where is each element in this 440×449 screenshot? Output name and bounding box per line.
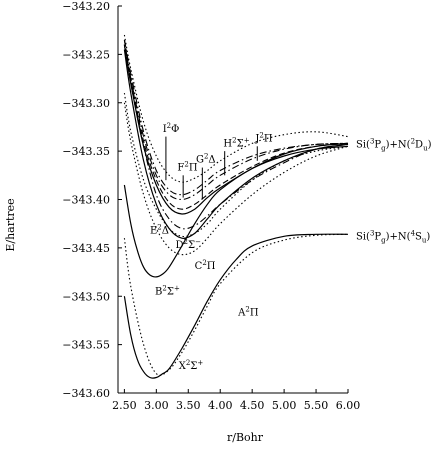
state-label-D2Sigma-: D2Σ− — [176, 238, 202, 251]
state-label-E2Delta: E2Δ — [150, 223, 169, 236]
curve-X2Sigma+ — [123, 233, 349, 379]
curves-group — [123, 34, 349, 379]
state-label-X2Sigma+: X2Σ+ — [179, 359, 204, 372]
curve-J2Pi — [123, 34, 349, 183]
x-axis-label: r/Bohr — [227, 431, 264, 444]
state-label-F2Pi: F2Π — [177, 160, 197, 173]
x-tick-label: 4.50 — [240, 399, 265, 412]
y-tick-label: −343.45 — [62, 242, 110, 255]
y-tick-label: −343.35 — [62, 145, 110, 158]
y-tick-label: −343.30 — [62, 97, 110, 110]
x-tick-label: 3.00 — [144, 399, 169, 412]
y-axis-label: E/hartree — [4, 198, 17, 251]
axes-group: −343.20 −343.25 −343.30 −343.35 −343.40 −343.… — [62, 0, 360, 412]
y-tick-label: −343.25 — [62, 48, 110, 61]
curve-A2Pi — [123, 233, 349, 376]
curve-B2Sigma+ — [123, 145, 349, 278]
state-label-G2Delta: G2Δ — [196, 153, 216, 166]
x-tick-label: 3.50 — [176, 399, 201, 412]
curve-F2Pi — [123, 44, 349, 215]
curve-H2Sigma+ — [123, 39, 349, 196]
state-label-H2Sigma+: H2Σ+ — [223, 136, 249, 149]
y-tick-label: −343.20 — [62, 0, 110, 13]
y-tick-label: −343.40 — [62, 194, 110, 207]
asymptote-label-1: Si(3Pg)+N(2Du) — [356, 137, 432, 152]
state-label-J2Pi: J2Π — [254, 131, 272, 144]
curve-I2Phi — [123, 44, 349, 201]
curve-C2Pi — [123, 102, 349, 256]
state-label-C2Pi: C2Π — [195, 259, 216, 272]
asymptote-labels-group: Si(3Pg)+N(2Du) Si(3Pg)+N(4Su) — [356, 137, 432, 244]
y-tick-label: −343.50 — [62, 290, 110, 303]
curve-G2Delta — [123, 39, 349, 210]
x-tick-label: 5.00 — [272, 399, 297, 412]
asymptote-label-2: Si(3Pg)+N(4Su) — [356, 229, 430, 244]
state-label-I2Phi: I2Φ — [163, 122, 180, 135]
x-tick-label: 5.50 — [304, 399, 329, 412]
y-tick-label: −343.55 — [62, 339, 110, 352]
state-label-B2Sigma+: B2Σ+ — [155, 284, 180, 297]
x-tick-label: 6.00 — [336, 399, 361, 412]
state-label-A2Pi: A2Π — [237, 306, 259, 319]
y-tick-label: −343.60 — [62, 387, 110, 400]
curve-extra-dotted-lower — [123, 93, 349, 238]
x-tick-label: 4.00 — [208, 399, 233, 412]
x-tick-label: 2.50 — [112, 399, 137, 412]
